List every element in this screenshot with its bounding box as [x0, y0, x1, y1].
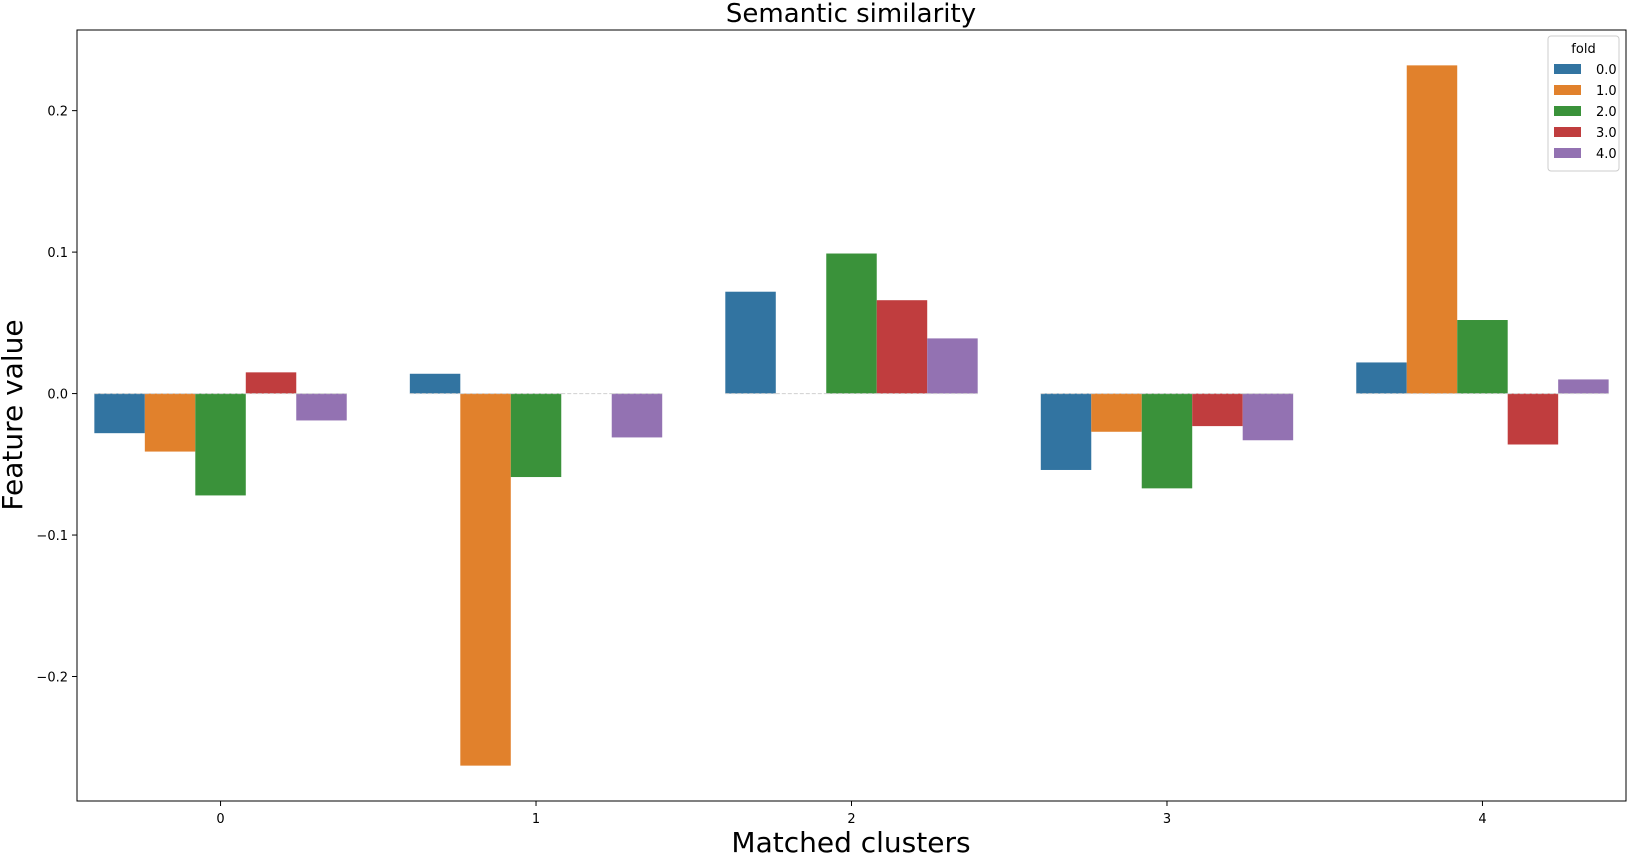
- bar-fold-4.0-cluster-4: [1558, 379, 1609, 394]
- bar-fold-4.0-cluster-2: [927, 338, 978, 394]
- x-axis-label: Matched clusters: [731, 826, 970, 857]
- x-tick-label: 1: [532, 812, 540, 827]
- bar-fold-0.0-cluster-3: [1040, 393, 1092, 470]
- y-tick-label: 0.1: [47, 246, 68, 261]
- bar-fold-0.0-cluster-2: [725, 291, 776, 394]
- y-tick-label: 0.2: [47, 105, 68, 120]
- legend-swatch-3.0: [1554, 127, 1581, 137]
- y-tick-label: −0.2: [36, 671, 68, 686]
- bar-fold-1.0-cluster-4: [1406, 65, 1458, 394]
- legend-label: 1.0: [1596, 84, 1617, 99]
- legend-label: 3.0: [1596, 126, 1617, 141]
- bar-fold-3.0-cluster-3: [1192, 393, 1243, 427]
- bar-fold-2.0-cluster-2: [826, 253, 877, 394]
- bar-fold-0.0-cluster-4: [1356, 362, 1407, 394]
- bar-fold-1.0-cluster-1: [460, 393, 511, 766]
- x-tick-label: 3: [1163, 812, 1171, 827]
- bar-fold-3.0-cluster-4: [1507, 393, 1559, 445]
- x-axis-ticks: 0 1 2 3 4: [216, 801, 1487, 827]
- bar-fold-3.0-cluster-2: [876, 300, 928, 394]
- y-axis-label: Feature value: [0, 319, 29, 510]
- bar-fold-1.0-cluster-3: [1091, 393, 1142, 432]
- bar-fold-3.0-cluster-0: [245, 372, 297, 394]
- bar-fold-2.0-cluster-0: [195, 393, 246, 496]
- legend-label: 0.0: [1596, 63, 1617, 78]
- bars-group: [94, 65, 1609, 766]
- bar-fold-4.0-cluster-1: [611, 393, 663, 438]
- y-tick-label: −0.1: [36, 529, 68, 544]
- y-tick-label: 0.0: [47, 388, 68, 403]
- bar-fold-0.0-cluster-0: [94, 393, 145, 434]
- legend-swatch-2.0: [1554, 106, 1581, 116]
- chart-title: Semantic similarity: [726, 0, 976, 29]
- legend-swatch-1.0: [1554, 85, 1581, 95]
- legend-swatch-4.0: [1554, 148, 1581, 158]
- x-tick-label: 0: [216, 812, 224, 827]
- bar-fold-4.0-cluster-3: [1242, 393, 1294, 441]
- legend-label: 4.0: [1596, 147, 1617, 162]
- y-axis-ticks: −0.2 −0.1 0.0 0.1 0.2: [36, 105, 77, 686]
- x-tick-label: 2: [847, 812, 855, 827]
- legend-title: fold: [1571, 42, 1595, 57]
- bar-fold-2.0-cluster-1: [510, 393, 562, 478]
- legend-label: 2.0: [1596, 105, 1617, 120]
- legend-swatch-0.0: [1554, 64, 1581, 74]
- bar-fold-0.0-cluster-1: [409, 373, 461, 394]
- bar-fold-4.0-cluster-0: [296, 393, 347, 421]
- bar-fold-2.0-cluster-3: [1141, 393, 1193, 489]
- x-tick-label: 4: [1478, 812, 1486, 827]
- bar-fold-2.0-cluster-4: [1457, 320, 1508, 394]
- bar-fold-1.0-cluster-0: [144, 393, 196, 452]
